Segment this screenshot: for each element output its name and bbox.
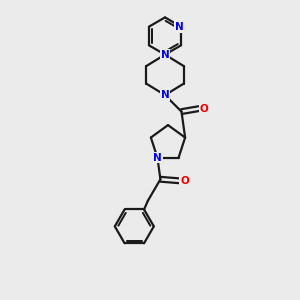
Text: N: N [160, 90, 169, 100]
Text: O: O [180, 176, 189, 186]
Text: N: N [160, 50, 169, 60]
Text: O: O [200, 103, 209, 114]
Text: N: N [175, 22, 184, 32]
Text: N: N [153, 153, 162, 163]
